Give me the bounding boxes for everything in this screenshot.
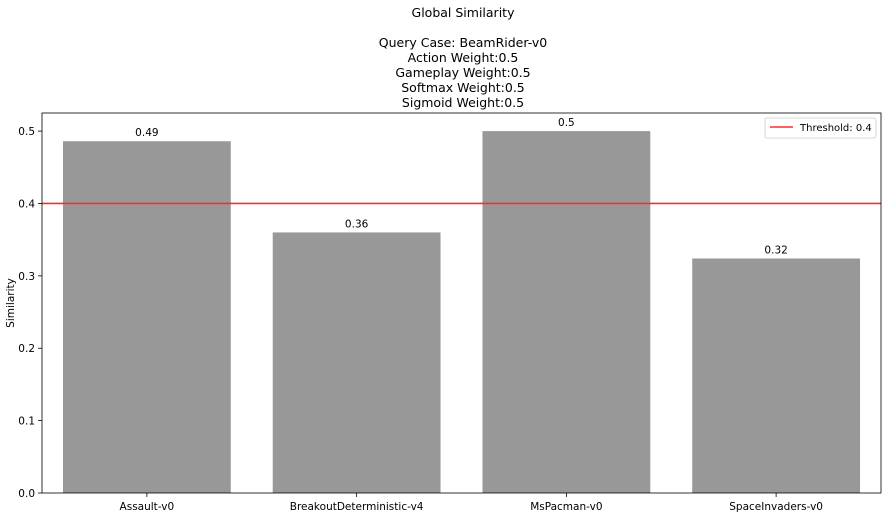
value-label-Assault-v0: 0.49 (135, 127, 158, 139)
x-tick-label-SpaceInvaders-v0: SpaceInvaders-v0 (729, 501, 823, 513)
gameplay-weight-line: Gameplay Weight:0.5 (395, 65, 531, 80)
value-label-MsPacman-v0: 0.5 (558, 117, 575, 129)
legend: Threshold: 0.4 (764, 117, 877, 139)
plot-frame (41, 112, 882, 494)
value-label-SpaceInvaders-v0: 0.32 (764, 244, 787, 256)
x-tick-label-BreakoutDeterministic-v4: BreakoutDeterministic-v4 (290, 501, 424, 513)
query-case-line: Query Case: BeamRider-v0 (378, 35, 548, 50)
y-tick-label-0.1: 0.1 (18, 416, 35, 428)
y-tick-label-0.5: 0.5 (18, 126, 35, 138)
bar-BreakoutDeterministic-v4 (272, 232, 441, 493)
sigmoid-weight-line: Sigmoid Weight:0.5 (401, 95, 525, 110)
bar-SpaceInvaders-v0 (692, 258, 861, 493)
y-axis-label: Similarity (5, 278, 17, 328)
x-tick-label-Assault-v0: Assault-v0 (120, 501, 175, 513)
softmax-weight-line: Softmax Weight:0.5 (401, 80, 525, 95)
chart-title-block: Global Similarity Query Case: BeamRider-… (0, 5, 888, 110)
bar-MsPacman-v0 (482, 131, 651, 493)
chart-title: Global Similarity (411, 5, 515, 20)
bar-Assault-v0 (62, 141, 231, 493)
y-tick-label-0.4: 0.4 (18, 198, 35, 210)
action-weight-line: Action Weight:0.5 (407, 50, 519, 65)
legend-threshold-label: Threshold: 0.4 (799, 123, 872, 134)
value-label-BreakoutDeterministic-v4: 0.36 (345, 218, 369, 230)
x-tick-label-MsPacman-v0: MsPacman-v0 (530, 501, 602, 513)
y-tick-label-0.2: 0.2 (18, 343, 35, 355)
y-tick-label-0.3: 0.3 (18, 271, 35, 283)
y-tick-label-0.0: 0.0 (18, 488, 35, 500)
legend-box (764, 117, 877, 139)
